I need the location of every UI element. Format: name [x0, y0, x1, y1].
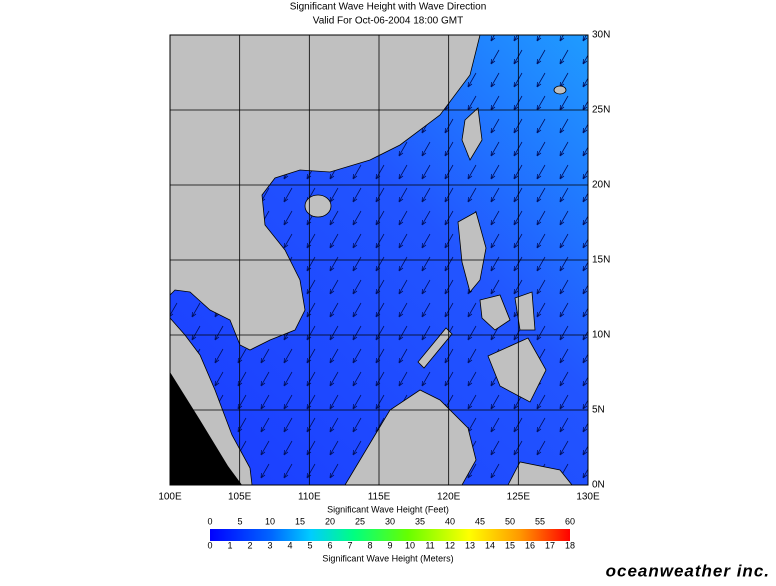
outside-model — [170, 372, 242, 485]
feet-tick: 15 — [295, 516, 305, 526]
feet-tick: 0 — [207, 516, 212, 526]
feet-tick: 35 — [415, 516, 425, 526]
feet-tick: 40 — [445, 516, 455, 526]
meter-tick: 4 — [287, 540, 292, 550]
land — [169, 34, 573, 486]
graticule — [170, 35, 588, 485]
brand: oceanweather inc. — [606, 561, 770, 580]
title: Significant Wave Height with Wave Direct… — [290, 2, 487, 13]
lat-label: 30N — [592, 30, 610, 41]
meter-tick: 5 — [307, 540, 312, 550]
meter-tick: 17 — [545, 540, 555, 550]
meter-tick: 8 — [367, 540, 372, 550]
lat-label: 10N — [592, 330, 610, 341]
colorbar: Significant Wave Height (Feet) Significa… — [207, 504, 575, 563]
lat-label: 20N — [592, 180, 610, 191]
meter-tick: 0 — [207, 540, 212, 550]
color-scale — [210, 529, 570, 541]
meters-label: Significant Wave Height (Meters) — [322, 553, 453, 563]
lon-label: 120E — [437, 492, 461, 503]
lon-label: 125E — [507, 492, 531, 503]
meter-tick: 11 — [425, 540, 434, 550]
meter-tick: 10 — [405, 540, 415, 550]
lon-label: 115E — [368, 492, 391, 503]
meter-tick: 2 — [247, 540, 252, 550]
feet-tick: 5 — [237, 516, 242, 526]
meter-tick: 6 — [327, 540, 332, 550]
feet-tick: 60 — [565, 516, 575, 526]
feet-tick: 50 — [505, 516, 515, 526]
meter-tick: 12 — [445, 540, 455, 550]
subtitle: Valid For Oct-06-2004 18:00 GMT — [313, 16, 463, 27]
meter-tick: 15 — [505, 540, 515, 550]
lon-label: 100E — [158, 492, 182, 503]
feet-label: Significant Wave Height (Feet) — [327, 504, 449, 514]
feet-tick: 25 — [355, 516, 365, 526]
lat-label: 0N — [592, 480, 605, 491]
meter-tick: 13 — [465, 540, 475, 550]
meter-tick: 14 — [485, 540, 495, 550]
feet-tick: 10 — [265, 516, 275, 526]
feet-tick: 30 — [385, 516, 395, 526]
lon-label: 110E — [298, 492, 321, 503]
meter-tick: 9 — [387, 540, 392, 550]
map — [169, 34, 589, 486]
lat-label: 5N — [592, 405, 605, 416]
lon-label: 130E — [576, 492, 600, 503]
meter-tick: 16 — [525, 540, 535, 550]
lon-label: 105E — [228, 492, 252, 503]
lat-label: 25N — [592, 105, 610, 116]
map-frame — [169, 34, 589, 486]
feet-tick: 20 — [325, 516, 335, 526]
meter-tick: 3 — [267, 540, 272, 550]
meter-tick: 1 — [227, 540, 232, 550]
lat-label: 15N — [592, 255, 610, 266]
feet-tick: 55 — [535, 516, 545, 526]
feet-tick: 45 — [475, 516, 485, 526]
meter-tick: 7 — [347, 540, 352, 550]
meter-tick: 18 — [565, 540, 575, 550]
